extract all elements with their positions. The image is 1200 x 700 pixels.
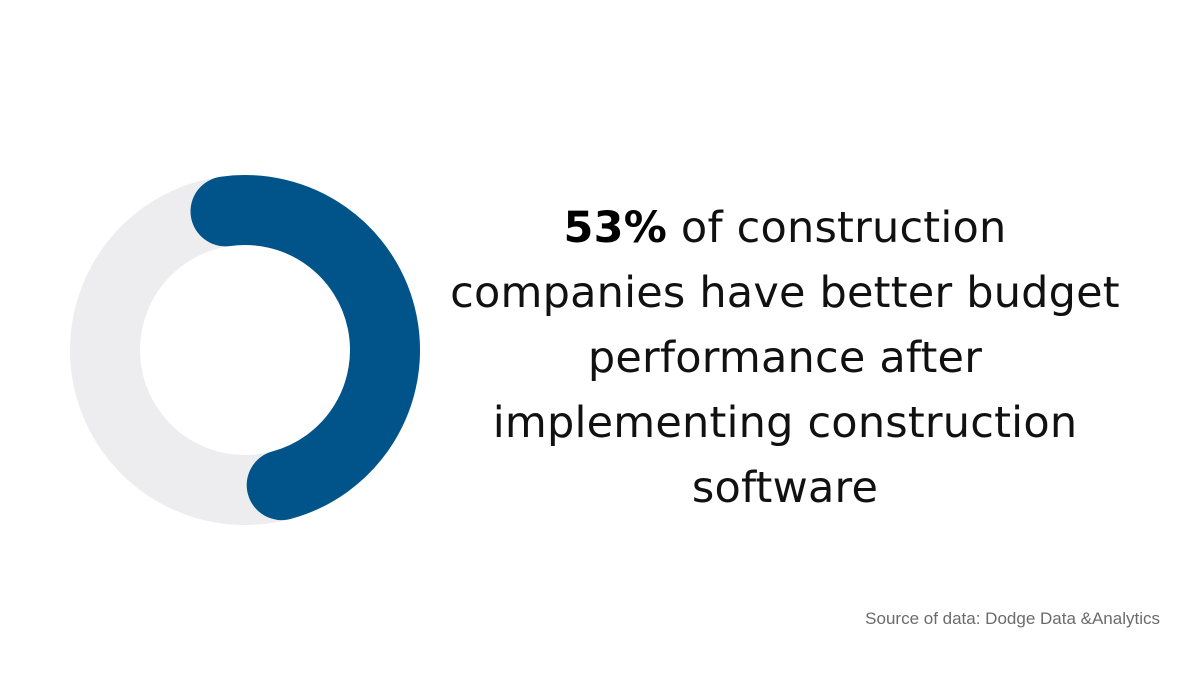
statistic-statement: 53% of construction companies have bette… bbox=[440, 196, 1130, 521]
statistic-description: of construction companies have better bu… bbox=[450, 203, 1120, 513]
donut-arc-highlight bbox=[190, 175, 420, 521]
statistic-percentage: 53% bbox=[563, 203, 668, 253]
source-credit: Source of data: Dodge Data &Analytics bbox=[865, 609, 1160, 628]
